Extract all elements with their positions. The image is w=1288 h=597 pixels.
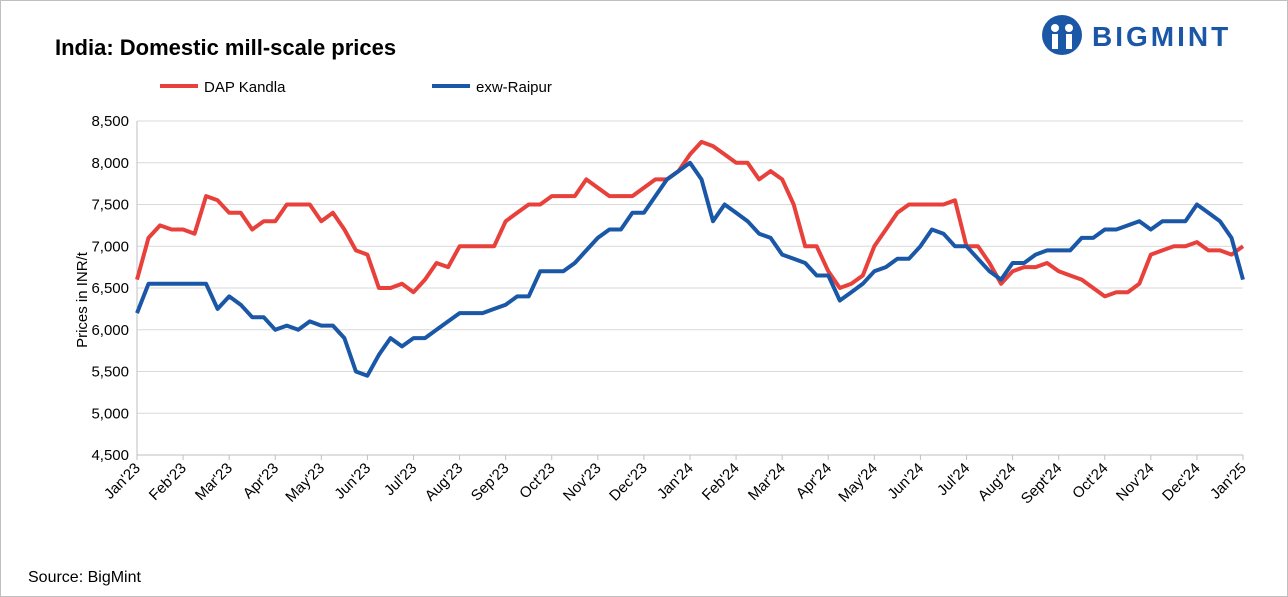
logo-icon [1052,34,1058,49]
legend-label: DAP Kandla [204,79,286,96]
logo-icon [1051,24,1059,32]
logo-icon [1042,15,1082,55]
source: Source: BigMint [28,569,141,586]
logo: BIGMINT [1042,15,1231,55]
logo-icon [1065,24,1073,32]
chart-title: India: Domestic mill-scale prices [55,35,396,60]
y-tick-label: 7,500 [91,197,129,214]
logo-text: BIGMINT [1092,21,1231,52]
line-series [135,160,1245,378]
line-series [135,139,1245,299]
y-tick-label: 6,500 [91,280,129,297]
y-tick-label: 7,000 [91,238,129,255]
y-tick-label: 5,500 [91,364,129,381]
y-tick-label: 8,500 [91,113,129,130]
y-tick-label: 6,000 [91,322,129,339]
logo-icon [1066,34,1072,49]
y-tick-label: 4,500 [91,447,129,464]
y-tick-label: 5,000 [91,405,129,422]
y-tick-label: 8,000 [91,155,129,172]
y-axis-label: Prices in INR/t [74,251,91,348]
legend-label: exw-Raipur [476,79,552,96]
